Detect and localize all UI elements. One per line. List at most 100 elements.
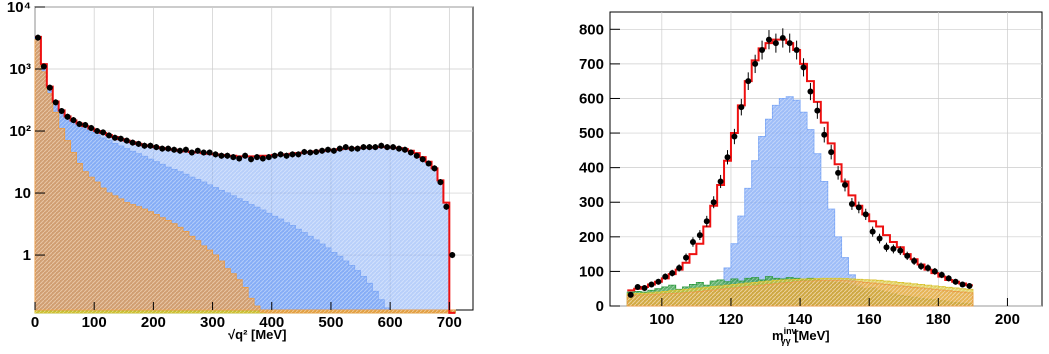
right-data-point: [724, 154, 731, 161]
right-y-tick-label: 300: [579, 194, 604, 211]
left-data-point: [165, 145, 172, 152]
right-x-tick-label: 160: [857, 311, 882, 328]
left-x-tick-label: 700: [437, 314, 462, 331]
right-data-point: [814, 107, 821, 114]
left-y-tick-label: 1: [23, 247, 31, 264]
left-y-tick-label: 10³: [9, 61, 31, 78]
left-data-point: [283, 152, 290, 159]
right-data-point: [862, 211, 869, 218]
left-x-tick-label: 600: [378, 314, 403, 331]
left-data-point: [46, 84, 53, 91]
left-data-point: [360, 144, 367, 151]
right-data-point: [897, 247, 904, 254]
left-chart-axes: 0 100 200 300 400 500 600 700 1 10 10² 10³ 10⁴: [7, 0, 462, 331]
right-data-point: [641, 285, 648, 292]
right-data-point: [918, 263, 925, 270]
left-data-point: [277, 151, 284, 158]
left-x-tick-label: 200: [141, 314, 166, 331]
left-chart-fills: [34, 36, 456, 314]
right-data-point: [703, 218, 710, 225]
right-x-tick-label: 120: [718, 311, 743, 328]
right-chart-axes: 100 120 140 160 180 200 0 100 200 300 400 500 600 700…: [579, 21, 1020, 328]
right-chart-fills: [626, 96, 974, 307]
left-data-point: [390, 144, 397, 151]
left-data-point: [194, 147, 201, 154]
right-data-point: [883, 244, 890, 251]
left-data-point: [354, 145, 361, 152]
right-chart: 100 120 140 160 180 200 0 100 200 300 400 500 600 700…: [579, 11, 1043, 346]
right-data-point: [938, 271, 945, 278]
right-data-point: [669, 270, 676, 277]
right-data-point: [683, 254, 690, 261]
right-data-point: [786, 40, 793, 47]
left-data-point: [171, 146, 178, 153]
left-data-point: [384, 144, 391, 151]
left-data-point: [366, 144, 373, 151]
left-data-point: [64, 113, 71, 120]
right-data-point: [952, 278, 959, 285]
right-data-point: [869, 228, 876, 235]
right-data-point: [842, 181, 849, 188]
left-data-point: [378, 142, 385, 149]
right-data-point: [731, 133, 738, 140]
left-data-point: [236, 155, 243, 162]
left-data-point: [153, 144, 160, 151]
right-data-point: [779, 34, 786, 41]
right-data-point: [759, 47, 766, 54]
left-data-point: [437, 179, 444, 186]
left-data-point: [76, 120, 83, 127]
left-data-point: [111, 134, 118, 141]
left-data-point: [271, 152, 278, 159]
left-data-point: [58, 108, 65, 115]
right-data-point: [828, 149, 835, 156]
left-data-point: [425, 160, 432, 167]
left-data-point: [141, 142, 148, 149]
left-data-point: [242, 152, 249, 159]
left-data-point: [407, 149, 414, 156]
right-data-point: [752, 60, 759, 67]
left-y-tick-label: 10²: [9, 123, 31, 140]
right-chart-data-points: [627, 28, 973, 298]
left-data-point: [40, 63, 47, 70]
left-data-point: [200, 149, 207, 156]
left-data-point: [319, 147, 326, 154]
left-data-point: [159, 145, 166, 152]
right-data-point: [676, 264, 683, 271]
right-data-point: [745, 78, 752, 85]
right-data-point: [634, 283, 641, 290]
right-y-tick-label: 100: [579, 263, 604, 280]
left-data-point: [82, 122, 89, 129]
left-data-point: [100, 129, 107, 136]
right-data-point: [890, 245, 897, 252]
right-data-point: [662, 273, 669, 280]
left-data-point: [336, 145, 343, 152]
right-data-point: [696, 232, 703, 239]
left-x-tick-label: 400: [259, 314, 284, 331]
left-data-point: [419, 156, 426, 163]
right-data-point: [710, 199, 717, 206]
left-data-point: [135, 140, 142, 147]
left-data-point: [230, 154, 237, 161]
left-data-point: [147, 142, 154, 149]
left-data-point: [218, 152, 225, 159]
right-signal-fill-hatch: [627, 96, 973, 306]
left-data-point: [342, 144, 349, 151]
left-data-point: [289, 151, 296, 158]
right-data-point: [959, 281, 966, 288]
right-y-tick-label: 500: [579, 125, 604, 142]
right-y-tick-label: 0: [596, 298, 604, 315]
left-data-point: [348, 145, 355, 152]
right-data-point: [876, 235, 883, 242]
right-data-point: [627, 291, 634, 298]
right-y-tick-label: 800: [579, 21, 604, 38]
right-data-point: [821, 131, 828, 138]
left-data-point: [70, 117, 77, 124]
right-data-point: [966, 282, 973, 289]
left-orange-fill-hatch: [35, 39, 456, 313]
right-data-point: [835, 169, 842, 176]
left-data-point: [129, 139, 136, 146]
right-y-tick-label: 700: [579, 56, 604, 73]
right-chart-x-axis-label: minv γγ [MeV]: [772, 326, 830, 346]
left-data-point: [105, 132, 112, 139]
left-data-point: [34, 34, 41, 41]
